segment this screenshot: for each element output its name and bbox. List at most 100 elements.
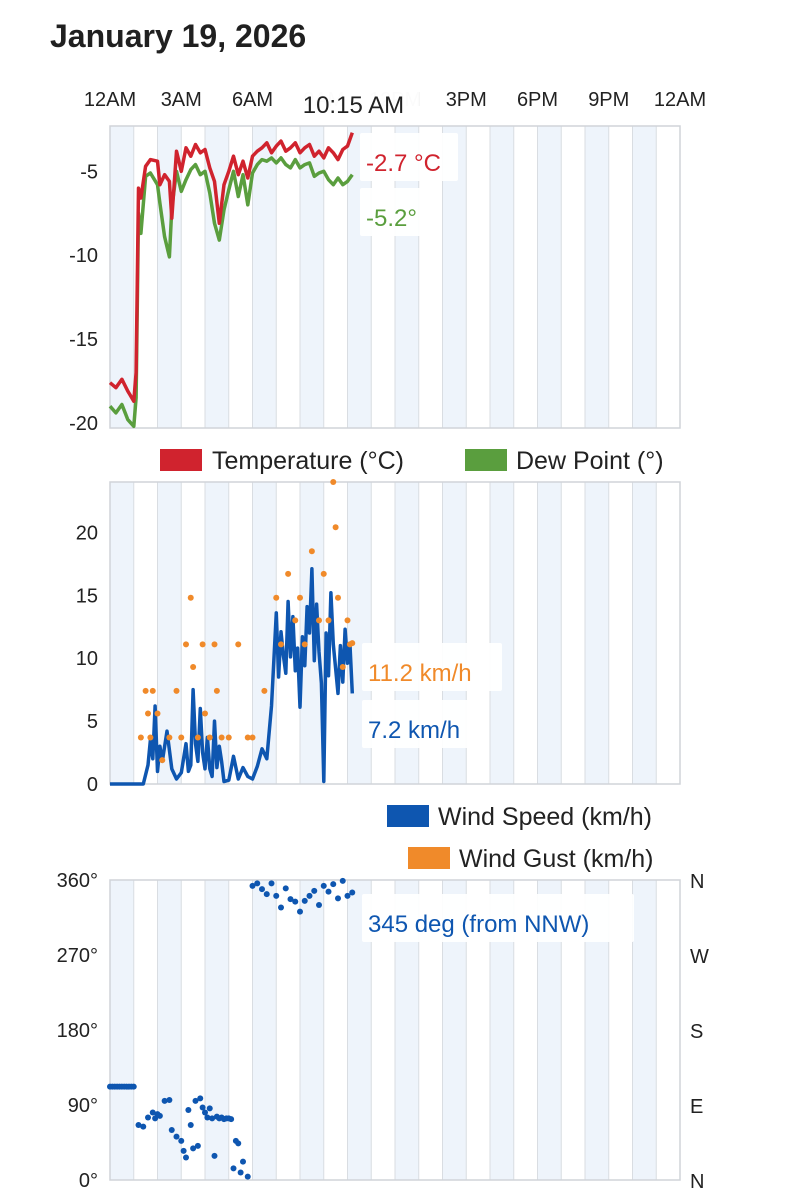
wind-direction-point-17 [156,1112,163,1119]
temp-band-8 [300,126,324,428]
dir-band-20 [585,880,609,1180]
time-label-7: 9PM [588,89,629,111]
wind-direction-point-47 [237,1169,244,1176]
wind-direction-panel: 0° N 90° E 180° S 270° W 360° N 345 deg (from NNW) [57,870,709,1193]
wind-direction-point-65 [320,882,327,889]
wind-direction-point-48 [240,1158,246,1165]
wind-direction-point-13 [145,1114,151,1121]
temp-ytick-1: -10 [69,245,98,267]
dir-band-22 [632,880,657,1180]
temp-band-14 [442,126,467,428]
dir-band-14 [442,880,467,1180]
wind-direction-point-53 [263,891,270,898]
wind-band-18 [537,482,562,784]
wind-gust-point-37 [335,594,341,601]
wind-direction-point-21 [173,1133,180,1140]
legend-label-dew-point: Dew Point (°) [516,447,664,475]
wind-direction-point-19 [166,1097,173,1103]
wind-direction-point-56 [278,904,284,911]
dir-band-8 [300,880,324,1180]
wind-gust-point-26 [278,641,284,648]
wind-gust-point-28 [292,617,299,624]
temp-ytick-3: -20 [69,413,98,435]
wind-gust-point-4 [149,687,156,694]
wind-gust-point-14 [199,641,206,648]
time-cursor: 10:15 AM [287,86,420,122]
cursor-label: 10:15 AM [303,92,404,119]
wind-direction-point-43 [228,1116,235,1123]
dir-band-12 [395,880,419,1180]
dew-point-current-value-bg [360,188,432,236]
temp-ytick-0: -5 [80,161,98,183]
dir-ytick-2: 180° [57,1020,98,1042]
temp-frame [109,125,681,429]
wind-gust-point-39 [344,617,351,624]
legend-swatch-wind-speed [387,805,429,827]
wind-ytick-0: 0 [87,774,98,796]
wind-direction-point-46 [235,1140,242,1147]
temp-band-22 [632,126,657,428]
wind-direction-point-27 [190,1145,197,1152]
wind-direction-point-36 [211,1152,218,1159]
dir-ytick-0: 0° [79,1170,98,1192]
wind-ytick-4: 20 [76,522,98,544]
temperature-line [108,132,354,403]
wind-direction-point-31 [199,1104,206,1111]
time-label-0: 12AM [84,89,136,111]
wind-gust-point-3 [147,734,154,741]
time-label-8: 12AM [654,89,706,111]
wind-direction-point-14 [149,1109,156,1116]
wind-gust-point-8 [173,687,180,694]
wind-gust-point-15 [202,710,208,717]
wind-gust-point-32 [316,617,322,624]
wind-gust-point-35 [330,479,337,485]
wind-gust-point-1 [142,687,149,694]
wind-band-22 [632,482,657,784]
wind-direction-point-25 [185,1107,192,1113]
wind-gust-current-value: 11.2 km/h [368,660,472,687]
wind-direction-point-58 [287,896,294,903]
wind-direction-point-62 [306,892,313,899]
wind-band-16 [490,482,514,784]
dir-compass-1: E [690,1096,703,1118]
dir-compass-4: N [690,871,704,893]
wind-direction-point-70 [344,892,351,899]
dir-compass-0: N [690,1171,704,1193]
wind-gust-point-7 [166,734,173,741]
wind-band-4 [205,482,229,784]
wind-ytick-3: 15 [76,585,98,607]
time-label-5: 3PM [446,89,487,111]
wind-band-0 [110,482,134,784]
temperature-current-value-bg [360,133,458,181]
wind-direction-point-60 [297,908,303,915]
dir-ytick-4: 360° [57,870,98,892]
wind-direction-point-44 [230,1165,237,1172]
wind-direction-current-value: 345 deg (from NNW) [368,911,589,938]
temp-band-20 [585,126,609,428]
wind-gust-point-25 [273,594,280,601]
dir-band-10 [347,880,372,1180]
wind-direction-point-22 [178,1137,185,1144]
wind-direction-point-11 [135,1122,142,1128]
page-title: January 19, 2026 [50,18,307,54]
dir-band-6 [252,880,277,1180]
wind-band-20 [585,482,609,784]
wind-direction-point-50 [249,882,256,889]
legend-label-wind-gust: Wind Gust (km/h) [459,845,653,873]
wind-direction-point-68 [335,895,341,902]
wind-gust-point-36 [332,524,339,531]
wind-direction-point-29 [194,1142,201,1149]
wind-direction-point-34 [206,1105,213,1112]
wind-direction-point-63 [311,887,318,894]
dir-band-16 [490,880,514,1180]
temp-band-6 [252,126,277,428]
dir-compass-2: S [690,1021,703,1043]
wind-gust-point-31 [308,548,315,555]
time-label-6: 6PM [517,89,558,111]
legend-label-temperature: Temperature (°C) [212,447,404,475]
wind-gust-point-33 [320,570,327,577]
wind-direction-point-66 [325,888,332,895]
wind-speed-line [110,567,355,786]
wind-direction-point-26 [187,1122,194,1128]
